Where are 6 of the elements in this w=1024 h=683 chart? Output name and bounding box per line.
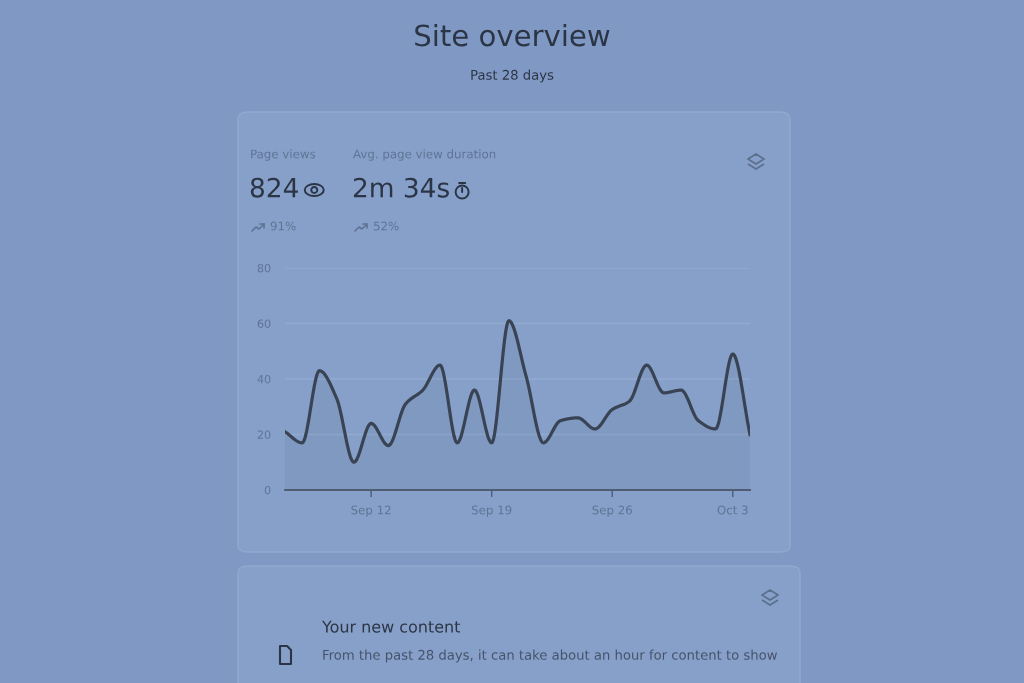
text: 824	[250, 177, 298, 198]
text: 2m 34s	[353, 177, 449, 198]
text: Past 28 days	[471, 69, 554, 83]
text: Site overview	[415, 23, 610, 47]
text: Your new content	[321, 620, 461, 633]
text: From the past 28 days, it can take about an hour for content to show	[323, 649, 777, 663]
